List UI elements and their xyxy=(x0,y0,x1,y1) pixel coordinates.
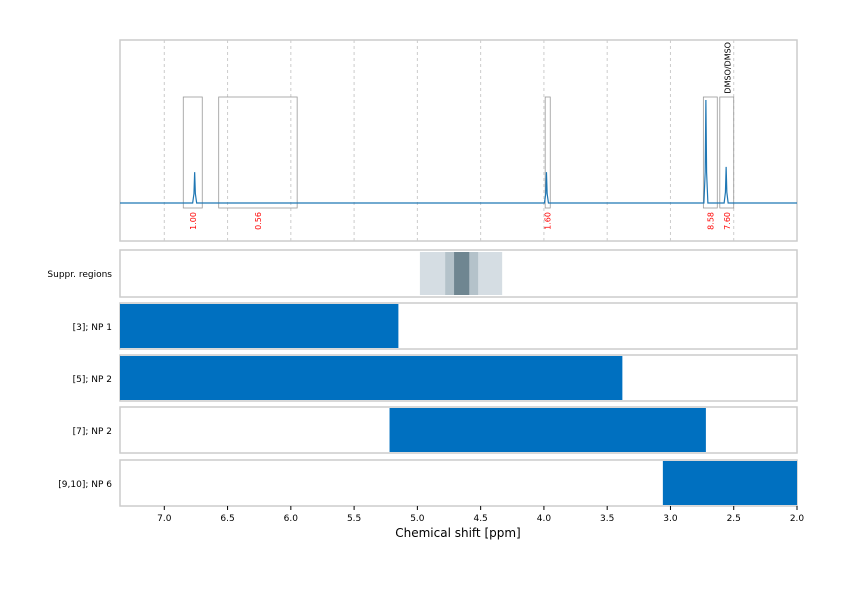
spectrum-panel: 1.00 0.56 1.60 8.58 7.60 DMSO/DMSO xyxy=(119,39,798,242)
integration-box xyxy=(182,96,203,209)
row-label: [7]; NP 2 xyxy=(73,427,112,437)
x-tick-label: 6.0 xyxy=(284,514,299,524)
integration-box xyxy=(218,96,298,209)
region-rows: [3]; NP 1 [5]; NP 2 [7]; NP 2 [9,10]; NP 6 xyxy=(58,302,798,507)
spectrum-frame xyxy=(119,39,798,242)
integral-label: 1.00 xyxy=(189,212,198,230)
row-label: [3]; NP 1 xyxy=(73,323,112,333)
spectrum-line xyxy=(120,99,797,204)
x-tick-label: 7.0 xyxy=(157,514,172,524)
x-tick-label: 6.5 xyxy=(220,514,234,524)
x-tick-label: 4.0 xyxy=(537,514,552,524)
x-tick-label: 5.5 xyxy=(347,514,361,524)
row-label: [9,10]; NP 6 xyxy=(58,480,112,490)
region-bar xyxy=(389,408,706,452)
x-tick-label: 2.5 xyxy=(727,514,741,524)
integral-label: 7.60 xyxy=(723,212,732,230)
integration-box xyxy=(544,96,551,209)
row-label: [5]; NP 2 xyxy=(73,375,112,385)
region-bar xyxy=(120,356,623,400)
region-bar xyxy=(662,461,797,505)
x-tick-label: 4.5 xyxy=(473,514,487,524)
integral-label: 8.58 xyxy=(706,212,715,230)
region-bar xyxy=(120,304,399,348)
integration-box xyxy=(719,96,735,209)
x-tick-label: 2.0 xyxy=(790,514,805,524)
x-tick-label: 5.0 xyxy=(410,514,425,524)
integration-box xyxy=(702,96,718,209)
suppression-region xyxy=(454,252,470,295)
x-tick-label: 3.0 xyxy=(663,514,678,524)
suppression-label: Suppr. regions xyxy=(47,270,112,280)
x-axis: 7.0 6.5 6.0 5.5 5.0 4.5 4.0 3.5 3.0 2.5 2.0 xyxy=(157,506,804,524)
integral-label: 0.56 xyxy=(254,212,263,230)
suppression-panel: Suppr. regions xyxy=(47,249,798,298)
x-tick-label: 3.5 xyxy=(600,514,614,524)
x-axis-label: Chemical shift [ppm] xyxy=(395,526,521,540)
integral-label: 1.60 xyxy=(544,212,553,230)
annotation-label: DMSO/DMSO xyxy=(723,42,732,94)
